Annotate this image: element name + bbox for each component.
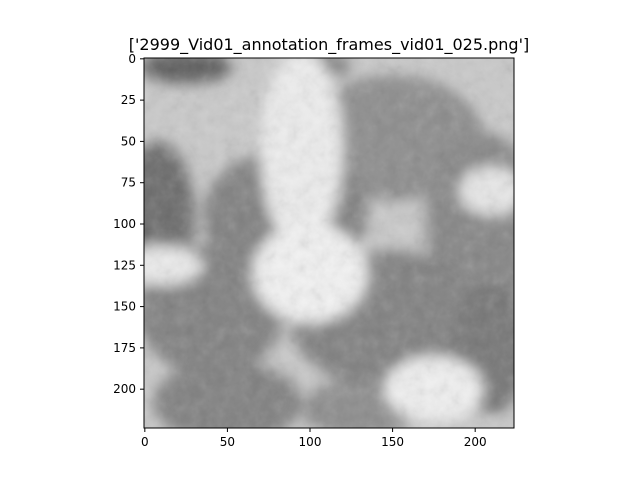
- x-tick-label: 100: [299, 435, 322, 449]
- x-tick-label: 200: [464, 435, 487, 449]
- x-tick-label: 150: [381, 435, 404, 449]
- y-tick-label: 100: [113, 217, 136, 231]
- plot-frame: [143, 57, 515, 429]
- y-tick-label: 50: [121, 134, 136, 148]
- y-tick-label: 25: [121, 93, 136, 107]
- x-axis: 0 50 100 150 200: [141, 428, 487, 449]
- image-area: [144, 58, 514, 428]
- x-tick-label: 0: [141, 435, 149, 449]
- y-tick-label: 75: [121, 176, 136, 190]
- y-tick-label: 150: [113, 300, 136, 314]
- chart-title: ['2999_Vid01_annotation_frames_vid01_025…: [129, 35, 529, 55]
- y-tick-label: 175: [113, 341, 136, 355]
- y-tick-label: 200: [113, 382, 136, 396]
- y-tick-label: 0: [128, 52, 136, 66]
- y-tick-label: 125: [113, 258, 136, 272]
- y-axis: 0 25 50 75 100 125 150 175 200: [113, 52, 144, 396]
- x-tick-label: 50: [220, 435, 235, 449]
